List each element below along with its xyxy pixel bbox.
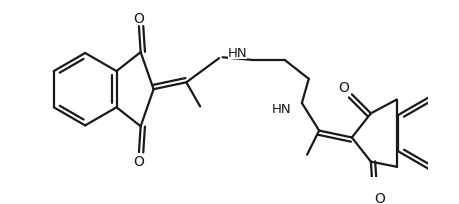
- Text: HN: HN: [227, 47, 247, 60]
- Text: O: O: [373, 191, 384, 204]
- Text: O: O: [337, 81, 348, 95]
- Text: HN: HN: [271, 102, 291, 115]
- Text: O: O: [133, 12, 144, 26]
- Text: O: O: [133, 154, 144, 168]
